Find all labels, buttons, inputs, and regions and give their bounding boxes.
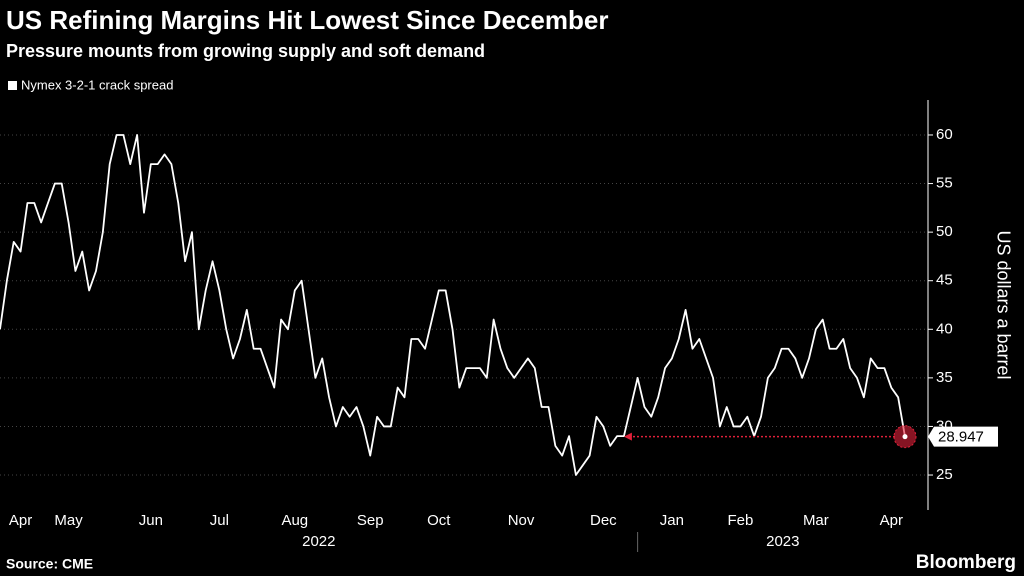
last-point (902, 434, 908, 440)
x-tick-label: Apr (9, 512, 32, 529)
y-tick-label: 40 (936, 320, 953, 337)
annotation-arrowhead (623, 432, 632, 441)
last-value-box (928, 426, 998, 447)
chart-subtitle: Pressure mounts from growing supply and … (6, 41, 485, 61)
x-tick-label: Jul (210, 512, 229, 529)
x-tick-label: Aug (281, 512, 308, 529)
y-tick-label: 60 (936, 126, 953, 143)
y-axis-label: US dollars a barrel (993, 230, 1013, 379)
x-tick-label: May (54, 512, 83, 529)
year-label: 2023 (766, 533, 799, 550)
legend-label: Nymex 3-2-1 crack spread (21, 77, 173, 92)
y-tick-label: 45 (936, 272, 953, 289)
chart-title: US Refining Margins Hit Lowest Since Dec… (6, 5, 608, 35)
x-tick-label: Apr (880, 512, 903, 529)
x-tick-label: Dec (590, 512, 617, 529)
y-tick-label: 50 (936, 223, 953, 240)
x-tick-label: Oct (427, 512, 451, 529)
legend-swatch (8, 81, 17, 90)
x-tick-label: Mar (803, 512, 829, 529)
x-tick-label: Nov (508, 512, 535, 529)
x-tick-label: Jan (660, 512, 684, 529)
x-tick-label: Feb (728, 512, 754, 529)
last-value-label: 28.947 (938, 429, 984, 446)
y-tick-label: 25 (936, 466, 953, 483)
line-series (0, 134, 906, 476)
year-label: 2022 (302, 533, 335, 550)
x-tick-label: Jun (139, 512, 163, 529)
y-tick-label: 35 (936, 369, 953, 386)
x-tick-label: Sep (357, 512, 384, 529)
brand: Bloomberg (916, 552, 1016, 573)
y-tick-label: 55 (936, 175, 953, 192)
source: Source: CME (6, 556, 93, 572)
